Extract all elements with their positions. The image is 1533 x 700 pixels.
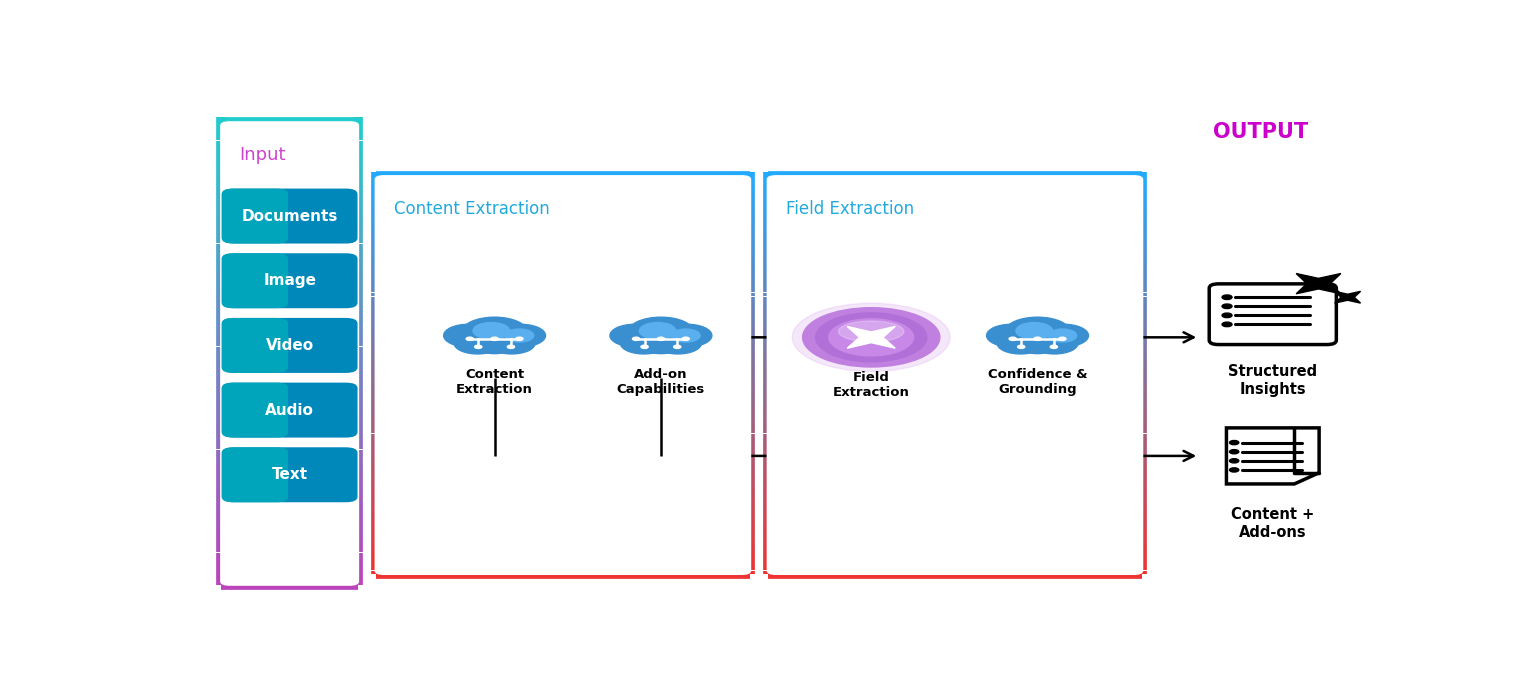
Polygon shape [1297, 274, 1341, 294]
FancyBboxPatch shape [222, 318, 357, 373]
Circle shape [504, 329, 533, 342]
Circle shape [1004, 317, 1070, 346]
Ellipse shape [793, 303, 950, 372]
Circle shape [1222, 313, 1233, 318]
Text: Confidence &
Grounding: Confidence & Grounding [987, 368, 1087, 396]
Circle shape [507, 345, 515, 349]
Circle shape [1229, 440, 1239, 444]
Circle shape [1050, 345, 1058, 349]
FancyBboxPatch shape [222, 188, 288, 244]
Circle shape [682, 337, 690, 340]
FancyBboxPatch shape [222, 253, 288, 308]
Circle shape [1016, 323, 1053, 339]
Text: Content Extraction: Content Extraction [394, 200, 549, 218]
Circle shape [987, 324, 1036, 346]
Circle shape [671, 329, 701, 342]
Circle shape [461, 317, 527, 346]
Circle shape [474, 334, 517, 354]
Text: Field
Extraction: Field Extraction [832, 372, 909, 400]
Ellipse shape [839, 321, 904, 342]
Circle shape [655, 332, 702, 354]
Text: Add-on
Capabilities: Add-on Capabilities [616, 368, 705, 396]
Text: Content +
Add-ons: Content + Add-ons [1231, 507, 1314, 540]
Circle shape [1229, 468, 1239, 472]
FancyBboxPatch shape [222, 447, 357, 503]
FancyBboxPatch shape [221, 121, 359, 586]
FancyBboxPatch shape [222, 447, 288, 503]
Text: Documents: Documents [242, 209, 337, 223]
Circle shape [474, 323, 509, 339]
Circle shape [1032, 332, 1078, 354]
Text: Image: Image [264, 273, 316, 288]
Circle shape [610, 324, 659, 346]
Circle shape [487, 332, 535, 354]
Circle shape [639, 323, 676, 339]
Circle shape [633, 337, 639, 340]
Circle shape [491, 337, 498, 340]
Circle shape [466, 337, 474, 340]
FancyBboxPatch shape [222, 188, 357, 244]
Circle shape [639, 334, 682, 354]
Circle shape [1222, 295, 1233, 300]
Circle shape [1016, 334, 1059, 354]
Circle shape [658, 337, 664, 340]
FancyBboxPatch shape [1210, 284, 1337, 344]
Circle shape [1222, 304, 1233, 309]
Text: Audio: Audio [265, 402, 314, 418]
Circle shape [495, 324, 546, 346]
Circle shape [1222, 322, 1233, 327]
Circle shape [1059, 337, 1065, 340]
Circle shape [641, 345, 648, 349]
FancyBboxPatch shape [222, 318, 288, 373]
Text: Field Extraction: Field Extraction [785, 200, 914, 218]
Polygon shape [1226, 428, 1318, 484]
Text: Video: Video [265, 338, 314, 353]
Circle shape [1229, 449, 1239, 454]
FancyBboxPatch shape [222, 383, 288, 438]
Circle shape [621, 332, 667, 354]
Text: Structured
Insights: Structured Insights [1228, 364, 1317, 397]
Ellipse shape [829, 318, 914, 356]
Text: Text: Text [271, 468, 308, 482]
Circle shape [629, 317, 693, 346]
Circle shape [996, 332, 1044, 354]
FancyBboxPatch shape [766, 175, 1144, 575]
Text: Content
Extraction: Content Extraction [457, 368, 533, 396]
Text: Input: Input [239, 146, 285, 164]
Circle shape [662, 324, 711, 346]
FancyBboxPatch shape [747, 166, 1164, 584]
Circle shape [1229, 458, 1239, 463]
FancyBboxPatch shape [354, 166, 771, 584]
Text: OUTPUT: OUTPUT [1213, 122, 1309, 141]
Circle shape [1009, 337, 1016, 340]
Circle shape [443, 324, 494, 346]
Ellipse shape [803, 308, 940, 367]
Ellipse shape [816, 313, 927, 362]
Circle shape [454, 332, 501, 354]
Circle shape [1039, 324, 1088, 346]
Polygon shape [1335, 291, 1361, 303]
Circle shape [1018, 345, 1024, 349]
FancyBboxPatch shape [222, 383, 357, 438]
Circle shape [515, 337, 523, 340]
FancyBboxPatch shape [199, 112, 379, 595]
Polygon shape [848, 326, 895, 348]
FancyBboxPatch shape [374, 175, 751, 575]
FancyBboxPatch shape [222, 253, 357, 308]
Circle shape [1049, 329, 1076, 342]
Circle shape [475, 345, 481, 349]
Circle shape [673, 345, 681, 349]
Circle shape [1033, 337, 1041, 340]
